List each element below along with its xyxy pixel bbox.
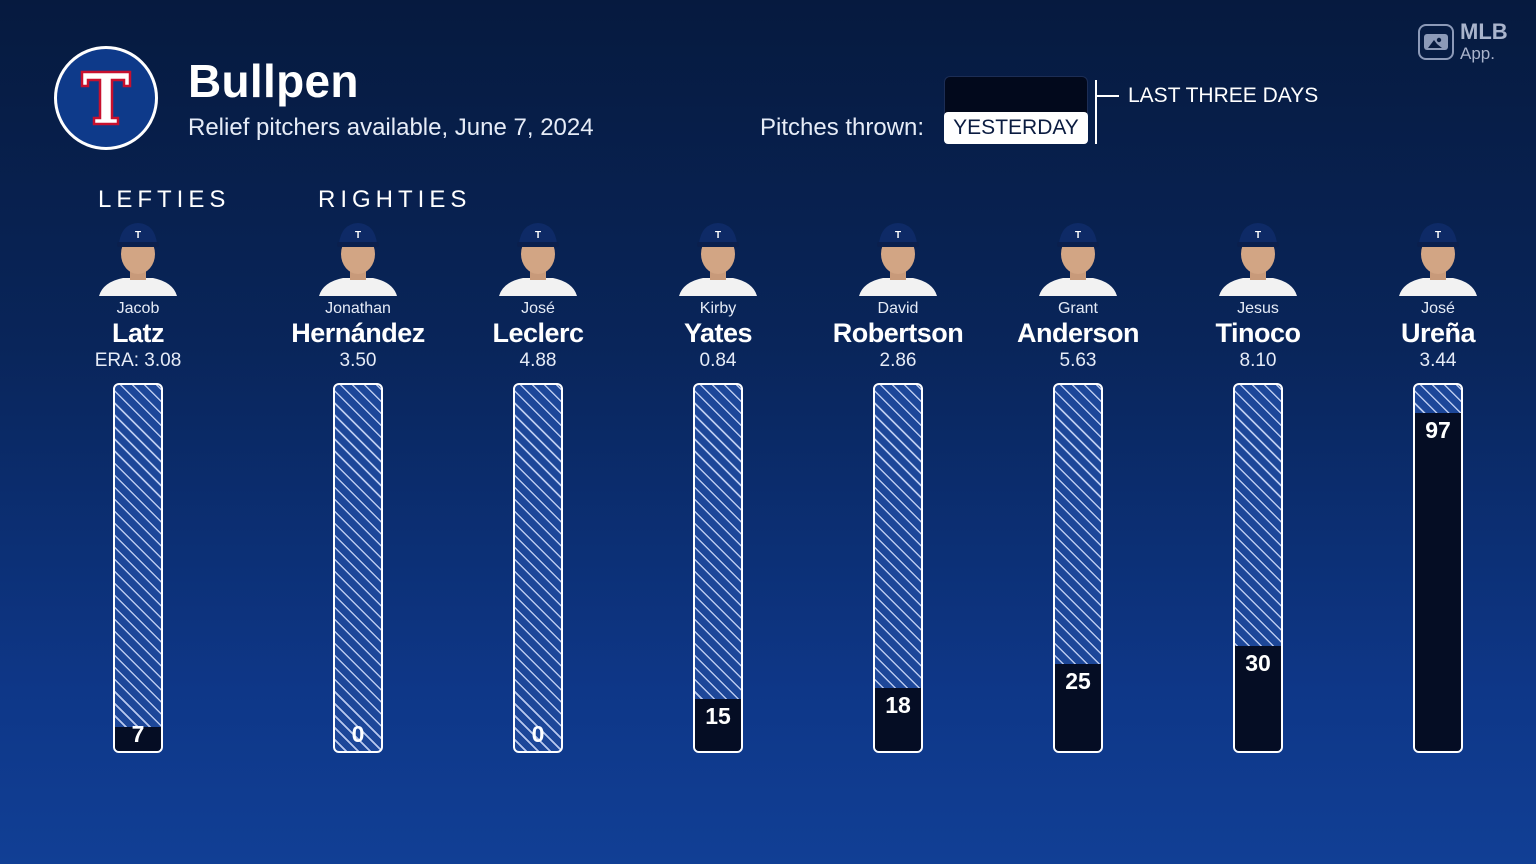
player-first-name: Jonathan	[325, 300, 391, 317]
pitch-count-label: 18	[885, 692, 911, 718]
pitcher-card[interactable]: T Jesus Tinoco 8.10	[1168, 216, 1348, 372]
player-first-name: Kirby	[699, 300, 737, 317]
player-headshot: T	[97, 216, 179, 296]
pitch-count-label: 15	[705, 703, 731, 729]
pitch-count-bar: 0	[513, 383, 563, 753]
player-last-name: Yates	[683, 318, 753, 348]
pitches-thrown-label: Pitches thrown:	[760, 114, 925, 141]
pitch-count-fill	[875, 688, 921, 751]
player-era: 8.10	[1239, 350, 1277, 371]
pitch-count-fill	[1415, 413, 1461, 751]
pitch-count-label: 30	[1245, 650, 1271, 676]
player-last-name: Hernández	[291, 318, 425, 348]
pitch-count-label: 97	[1425, 417, 1451, 443]
pitch-count-bar: 0	[333, 383, 383, 753]
rangers-logo-icon	[80, 70, 132, 126]
player-era: 3.44	[1419, 350, 1457, 371]
player-headshot: T	[497, 216, 579, 296]
pitch-count-fill	[1055, 664, 1101, 751]
player-headshot: T	[1397, 216, 1479, 296]
svg-text:T: T	[1255, 230, 1261, 241]
pitcher-card[interactable]: T Grant Anderson 5.63	[988, 216, 1168, 372]
player-last-name: Tinoco	[1215, 318, 1301, 348]
pitch-count-bar: 25	[1053, 383, 1103, 753]
player-era: ERA: 3.08	[94, 350, 182, 371]
page-title: Bullpen	[188, 55, 359, 107]
team-logo	[54, 46, 158, 150]
player-first-name: Grant	[1057, 300, 1098, 317]
player-headshot: T	[857, 216, 939, 296]
svg-text:T: T	[715, 230, 721, 241]
pitch-count-bar: 30	[1233, 383, 1283, 753]
pitch-count-bar: 15	[693, 383, 743, 753]
pitcher-card[interactable]: T José Leclerc 4.88	[448, 216, 628, 372]
pitch-count-fill	[115, 727, 161, 751]
pitch-count-bar: 7	[113, 383, 163, 753]
mlb-logo-icon	[1418, 24, 1454, 60]
player-first-name: José	[1421, 300, 1455, 317]
mlb-brand-sub: App.	[1460, 44, 1495, 63]
player-headshot: T	[1217, 216, 1299, 296]
player-era: 0.84	[699, 350, 737, 371]
lefties-label: LEFTIES	[98, 186, 231, 213]
player-era: 4.88	[519, 350, 557, 371]
pitch-count-label: 25	[1065, 668, 1091, 694]
svg-text:T: T	[135, 230, 141, 241]
player-era: 2.86	[879, 350, 917, 371]
pitch-count-fill	[695, 699, 741, 751]
pitch-count-label: 0	[351, 721, 365, 747]
pitch-count-bar: 18	[873, 383, 923, 753]
player-last-name: Ureña	[1400, 318, 1476, 348]
svg-text:T: T	[1075, 230, 1081, 241]
mlb-brand-name: MLB	[1460, 19, 1508, 44]
svg-text:T: T	[535, 230, 541, 241]
player-last-name: Leclerc	[492, 318, 584, 348]
player-era: 3.50	[339, 350, 377, 371]
player-first-name: Jacob	[116, 300, 160, 317]
svg-text:T: T	[355, 230, 361, 241]
righties-label: RIGHTIES	[318, 186, 472, 213]
player-era: 5.63	[1059, 350, 1097, 371]
pitch-count-bar: 97	[1413, 383, 1463, 753]
toggle-bracket-tick	[1097, 95, 1119, 97]
player-last-name: Anderson	[1016, 318, 1140, 348]
pitcher-card[interactable]: T Jonathan Hernández 3.50	[268, 216, 448, 372]
yesterday-toggle[interactable]: YESTERDAY	[944, 112, 1088, 144]
pitcher-card[interactable]: T José Ureña 3.44	[1348, 216, 1528, 372]
pitcher-card[interactable]: T David Robertson 2.86	[808, 216, 988, 372]
pitcher-card[interactable]: T Kirby Yates 0.84	[628, 216, 808, 372]
pitch-count-label: 7	[131, 721, 145, 747]
pitcher-card[interactable]: T Jacob Latz ERA: 3.08	[48, 216, 228, 372]
toggle-track[interactable]	[944, 76, 1088, 114]
toggle-bracket	[1095, 80, 1097, 144]
player-headshot: T	[677, 216, 759, 296]
pitch-count-fill	[1235, 646, 1281, 751]
last-three-days-option[interactable]: LAST THREE DAYS	[1128, 84, 1319, 107]
pitch-count-label: 0	[531, 721, 545, 747]
player-first-name: José	[521, 300, 555, 317]
player-headshot: T	[317, 216, 399, 296]
page-subtitle: Relief pitchers available, June 7, 2024	[188, 114, 594, 141]
player-headshot: T	[1037, 216, 1119, 296]
player-first-name: Jesus	[1237, 300, 1279, 317]
svg-text:T: T	[1435, 230, 1441, 241]
player-last-name: Latz	[112, 318, 165, 348]
svg-text:T: T	[895, 230, 901, 241]
player-first-name: David	[877, 300, 919, 317]
player-last-name: Robertson	[832, 318, 964, 348]
